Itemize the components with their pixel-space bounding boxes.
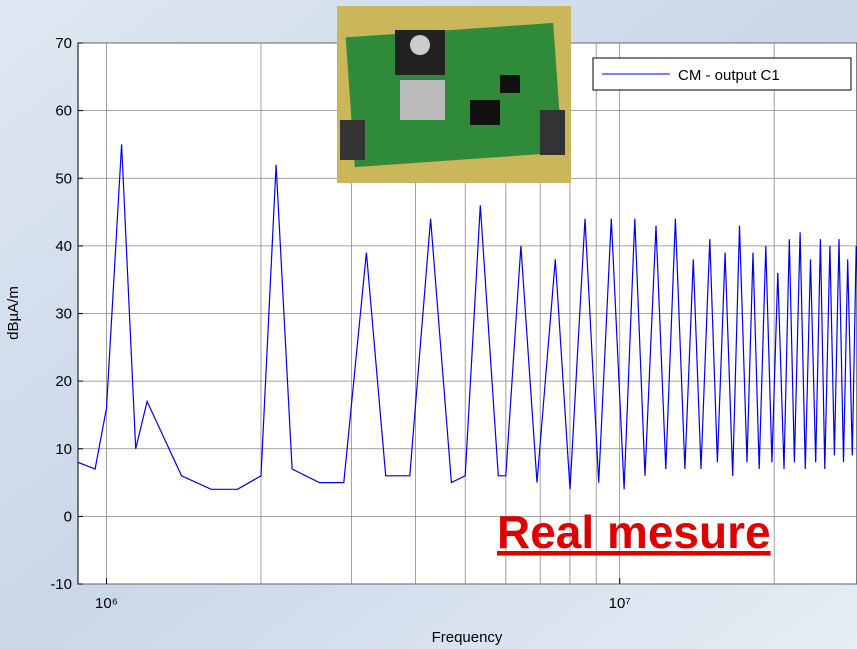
x-axis-label: Frequency [432,629,503,646]
y-tick-label: 20 [55,373,72,390]
y-tick-label: 10 [55,441,72,458]
y-tick-label: 60 [55,103,72,120]
legend-label: CM - output C1 [678,67,780,84]
series-line [78,144,857,490]
x-tick-label: 10⁷ [609,595,631,612]
annotation: Real mesure [497,506,771,558]
x-tick-label: 10⁶ [95,595,118,612]
y-tick-label: -10 [50,576,72,593]
y-tick-label: 50 [55,170,72,187]
y-tick-label: 70 [55,35,72,52]
y-tick-label: 0 [64,508,72,525]
series-group [78,144,857,490]
legend: CM - output C1 [592,57,852,91]
inset-photo [337,6,571,183]
y-axis-label: dBµA/m [5,286,22,340]
y-tick-label: 40 [55,238,72,255]
y-tick-label: 30 [55,306,72,323]
